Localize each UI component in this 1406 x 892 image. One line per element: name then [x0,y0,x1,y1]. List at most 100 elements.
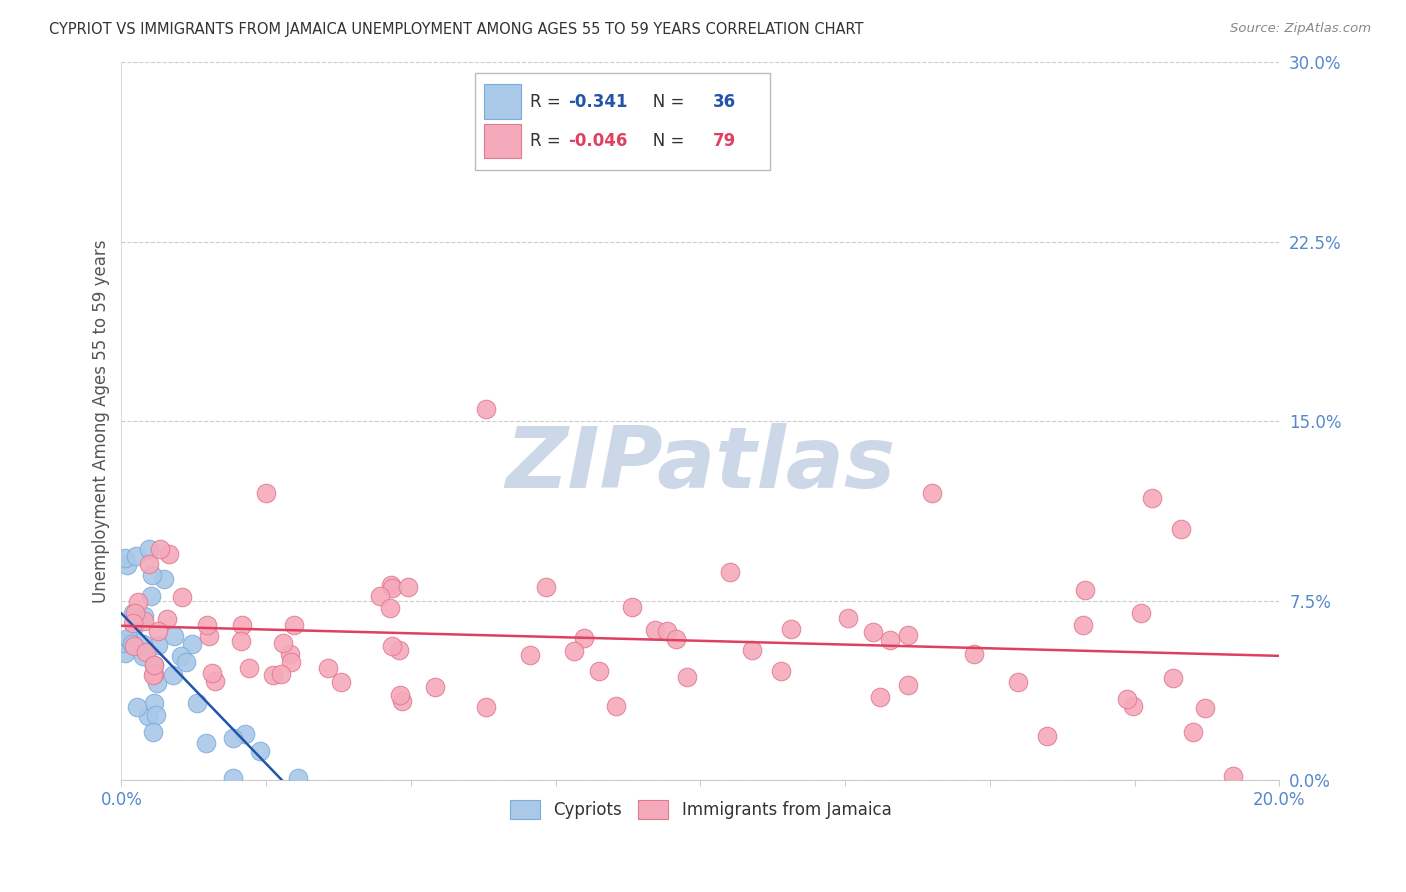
Point [142,725,165,739]
Point [131,648,153,663]
Point [117,631,139,645]
Point [862,624,884,639]
Point [194,736,217,750]
Point [534,580,557,594]
Text: N =: N = [637,93,689,111]
Point [148,624,170,639]
Point [1130,606,1153,620]
Point [162,667,184,681]
Point [1007,674,1029,689]
Point [195,618,218,632]
Point [143,658,166,673]
Text: -0.341: -0.341 [568,93,628,111]
FancyBboxPatch shape [475,73,770,169]
Point [138,558,160,572]
Point [112,636,135,650]
Point [180,637,202,651]
Point [780,623,803,637]
Point [475,699,498,714]
Point [142,668,165,682]
Point [122,618,145,632]
Point [254,486,277,500]
Point [122,639,145,653]
Point [201,665,224,680]
Point [665,632,688,646]
Point [222,771,245,785]
Text: R =: R = [530,132,567,150]
Point [125,549,148,564]
Point [132,614,155,628]
Point [1140,491,1163,505]
Point [135,645,157,659]
Point [588,665,610,679]
Point [148,638,170,652]
Point [879,632,901,647]
Point [620,600,643,615]
Point [368,589,391,603]
Point [644,623,666,637]
Point [381,581,404,595]
Y-axis label: Unemployment Among Ages 55 to 59 years: Unemployment Among Ages 55 to 59 years [93,239,110,603]
Point [124,606,146,620]
Point [283,618,305,632]
Point [655,624,678,638]
Point [280,655,302,669]
Point [380,578,402,592]
Point [114,551,136,566]
Point [475,402,498,417]
Point [157,547,180,561]
Point [132,637,155,651]
Point [132,609,155,624]
Point [186,696,208,710]
Point [139,589,162,603]
Text: CYPRIOT VS IMMIGRANTS FROM JAMAICA UNEMPLOYMENT AMONG AGES 55 TO 59 YEARS CORREL: CYPRIOT VS IMMIGRANTS FROM JAMAICA UNEMP… [49,22,863,37]
Point [741,643,763,657]
Point [381,639,404,653]
Point [572,631,595,645]
Point [270,667,292,681]
Point [156,611,179,625]
Point [1036,730,1059,744]
Point [391,694,413,708]
Point [170,648,193,663]
Point [127,700,149,714]
Text: ZIPatlas: ZIPatlas [505,423,896,506]
Point [136,709,159,723]
Point [1122,698,1144,713]
Point [142,696,165,710]
Point [562,644,585,658]
Point [121,606,143,620]
Point [114,646,136,660]
Point [423,680,446,694]
Point [145,707,167,722]
Point [1161,672,1184,686]
Point [198,629,221,643]
Point [1074,583,1097,598]
Point [163,629,186,643]
Point [229,634,252,648]
Point [115,558,138,572]
Point [204,673,226,688]
Point [138,542,160,557]
Point [1071,618,1094,632]
Point [127,595,149,609]
Point [238,661,260,675]
Point [153,572,176,586]
Text: 36: 36 [713,93,737,111]
Point [287,771,309,785]
Point [231,618,253,632]
Point [141,568,163,582]
Point [837,611,859,625]
Point [329,674,352,689]
Point [280,647,302,661]
Point [170,590,193,604]
Point [143,667,166,681]
Point [1170,522,1192,536]
Point [770,665,793,679]
Text: Source: ZipAtlas.com: Source: ZipAtlas.com [1230,22,1371,36]
Point [262,668,284,682]
Point [271,636,294,650]
Text: 79: 79 [713,132,737,150]
Point [388,643,411,657]
Point [149,542,172,557]
